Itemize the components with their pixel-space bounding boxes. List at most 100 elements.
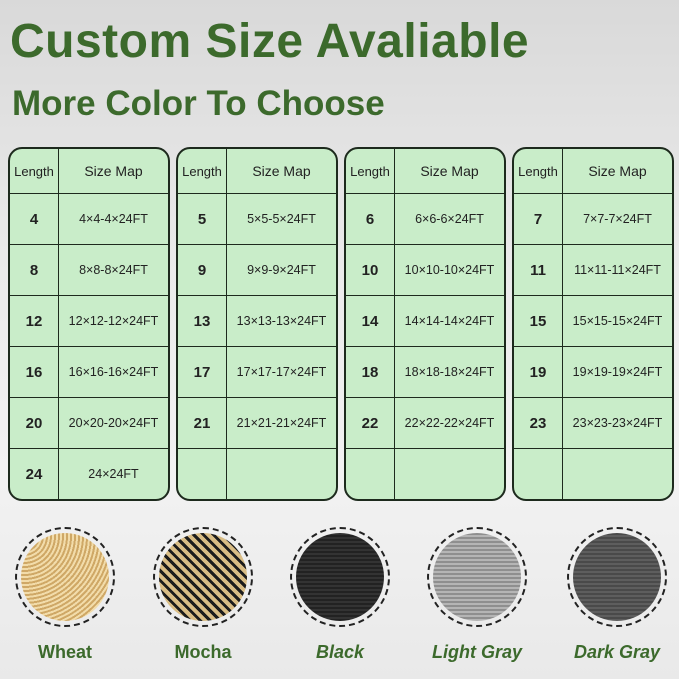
length-header: Length [346,149,395,193]
table-row: 21 21×21-21×24FT [178,397,336,448]
table-row: 10 10×10-10×24FT [346,244,504,295]
table-row: 24 24×24FT [10,448,168,499]
length-cell: 9 [178,245,227,295]
length-header: Length [514,149,563,193]
fabric-texture [573,533,661,621]
size-cell: 8×8-8×24FT [79,263,148,277]
size-cell: 16×16-16×24FT [68,365,159,379]
table-row: 17 17×17-17×24FT [178,346,336,397]
size-map-header: Size Map [420,163,479,179]
size-cell: 21×21-21×24FT [236,416,327,430]
length-cell: 19 [514,347,563,397]
size-cell: 17×17-17×24FT [236,365,327,379]
length-cell: 20 [10,398,59,448]
length-cell: 16 [10,347,59,397]
table-header: Length Size Map [10,149,168,193]
color-swatch[interactable] [290,527,390,627]
length-cell: 10 [346,245,395,295]
color-label: Light Gray [431,642,522,662]
size-cell: 13×13-13×24FT [236,314,327,328]
size-cell [227,449,336,499]
table-row: 11 11×11-11×24FT [514,244,672,295]
size-table: Length Size Map 4 4×4-4×24FT 8 8×8-8×24FT 12 12… [8,147,170,501]
table-row: 8 8×8-8×24FT [10,244,168,295]
color-swatch[interactable] [427,527,527,627]
length-cell: 24 [10,449,59,499]
size-cell: 19×19-19×24FT [572,365,663,379]
color-label: Dark Gray [573,642,661,662]
color-swatch[interactable] [15,527,115,627]
size-cell: 12×12-12×24FT [68,314,159,328]
table-row: 23 23×23-23×24FT [514,397,672,448]
table-row: 18 18×18-18×24FT [346,346,504,397]
length-cell: 17 [178,347,227,397]
table-row: 15 15×15-15×24FT [514,295,672,346]
table-row: 12 12×12-12×24FT [10,295,168,346]
table-row [346,448,504,499]
length-cell: 18 [346,347,395,397]
size-cell: 10×10-10×24FT [404,263,495,277]
length-cell [514,449,563,499]
table-row: 5 5×5-5×24FT [178,193,336,244]
size-cell: 24×24FT [88,467,139,481]
length-cell: 13 [178,296,227,346]
size-cell: 7×7-7×24FT [583,212,652,226]
table-row [514,448,672,499]
table-header: Length Size Map [514,149,672,193]
color-label: Mocha [174,642,232,662]
size-cell: 23×23-23×24FT [572,416,663,430]
color-label: Black [315,642,365,662]
table-row: 13 13×13-13×24FT [178,295,336,346]
size-cell: 15×15-15×24FT [572,314,663,328]
length-cell: 21 [178,398,227,448]
length-cell [178,449,227,499]
size-table: Length Size Map 7 7×7-7×24FT 11 11×11-11×24FT… [512,147,674,501]
length-cell: 4 [10,194,59,244]
table-row: 22 22×22-22×24FT [346,397,504,448]
size-cell: 14×14-14×24FT [404,314,495,328]
size-table: Length Size Map 5 5×5-5×24FT 9 9×9-9×24FT 13 13… [176,147,338,501]
length-cell: 23 [514,398,563,448]
size-cell [395,449,504,499]
size-map-header: Size Map [588,163,647,179]
table-row: 16 16×16-16×24FT [10,346,168,397]
length-cell [346,449,395,499]
length-header: Length [10,149,59,193]
size-table: Length Size Map 6 6×6-6×24FT 10 10×10-10×24FT… [344,147,506,501]
color-swatch[interactable] [567,527,667,627]
fabric-texture [21,533,109,621]
length-cell: 6 [346,194,395,244]
length-cell: 7 [514,194,563,244]
length-cell: 14 [346,296,395,346]
fabric-texture [159,533,247,621]
length-cell: 15 [514,296,563,346]
size-cell: 6×6-6×24FT [415,212,484,226]
table-row [178,448,336,499]
size-map-header: Size Map [252,163,311,179]
color-label: Wheat [38,642,92,662]
size-cell: 9×9-9×24FT [247,263,316,277]
size-cell: 11×11-11×24FT [574,263,661,277]
color-swatch[interactable] [153,527,253,627]
size-map-header: Size Map [84,163,143,179]
size-cell: 5×5-5×24FT [247,212,316,226]
table-row: 19 19×19-19×24FT [514,346,672,397]
headline: Custom Size Avaliable [10,15,530,68]
length-cell: 5 [178,194,227,244]
fabric-texture [296,533,384,621]
length-cell: 12 [10,296,59,346]
subheadline: More Color To Choose [12,84,385,123]
table-row: 9 9×9-9×24FT [178,244,336,295]
length-cell: 11 [514,245,563,295]
table-header: Length Size Map [346,149,504,193]
size-cell: 20×20-20×24FT [68,416,159,430]
table-header: Length Size Map [178,149,336,193]
size-cell [563,449,672,499]
length-header: Length [178,149,227,193]
size-cell: 18×18-18×24FT [404,365,495,379]
table-row: 4 4×4-4×24FT [10,193,168,244]
length-cell: 22 [346,398,395,448]
length-cell: 8 [10,245,59,295]
table-row: 7 7×7-7×24FT [514,193,672,244]
fabric-texture [433,533,521,621]
